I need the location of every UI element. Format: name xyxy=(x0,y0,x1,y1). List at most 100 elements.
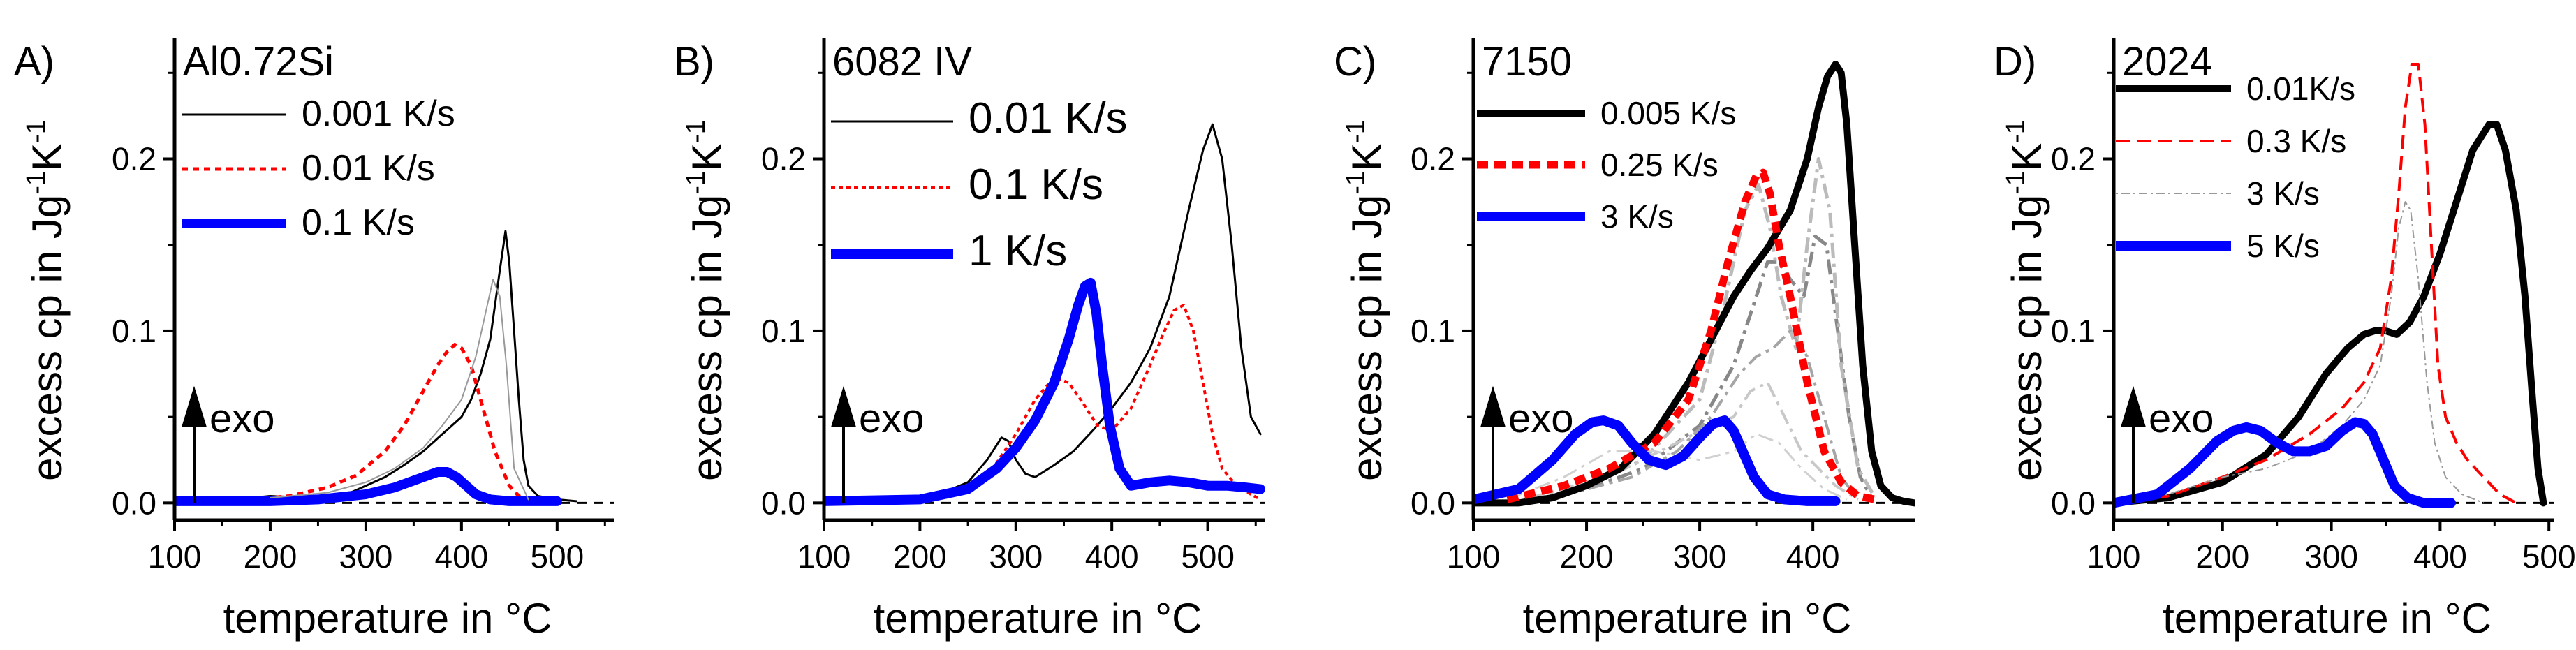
chart-panel-2: B) 6082 IV 100 200 300 400 500 0.0 0.1 0.2 tempera… xyxy=(674,38,1265,642)
x-axis-label: temperature in °C xyxy=(223,595,552,642)
x-tick-label: 500 xyxy=(530,538,584,575)
exo-arrow-icon xyxy=(182,385,207,427)
series-line-1-k-s xyxy=(824,277,1265,506)
chart-title: Al0.72Si xyxy=(183,39,334,84)
series-line-0-01-k-s xyxy=(175,343,538,503)
x-axis-label: temperature in °C xyxy=(2163,595,2492,642)
chart-title: 2024 xyxy=(2122,39,2212,84)
y-label-main: excess cp in Jg xyxy=(684,195,730,481)
y-label-sup: -1 xyxy=(682,119,711,143)
y-axis-label: excess cp in Jg-1K-1 xyxy=(1341,119,1390,481)
series-line-0-1-k-s xyxy=(824,304,1262,503)
y-tick-label: 0.0 xyxy=(761,485,806,521)
y-label-sup: -1 xyxy=(1341,119,1371,143)
legend-label: 3 K/s xyxy=(2246,175,2320,212)
legend-label: 5 K/s xyxy=(2246,228,2320,264)
x-tick-label: 400 xyxy=(434,538,488,575)
exo-arrow-icon xyxy=(831,385,856,427)
y-label-sup: -1 xyxy=(22,171,51,195)
series-line-0-1-k-s xyxy=(175,467,562,506)
y-label-sup: -1 xyxy=(2001,171,2031,195)
legend-label: 1 K/s xyxy=(969,227,1067,275)
y-tick-label: 0.0 xyxy=(112,485,156,521)
y-tick-label: 0.1 xyxy=(2051,313,2096,349)
x-tick-label: 300 xyxy=(339,538,393,575)
x-tick-label: 200 xyxy=(1560,538,1614,575)
legend-label: 0.01 K/s xyxy=(302,148,435,189)
y-label-main: excess cp in Jg xyxy=(2003,195,2050,481)
y-axis-label: excess cp in Jg-1K-1 xyxy=(2001,119,2050,481)
series-line-3-k-s xyxy=(2114,201,2485,504)
y-tick-label: 0.1 xyxy=(1411,313,1455,349)
exo-arrow-icon xyxy=(2121,385,2146,427)
y-label-sup: -1 xyxy=(682,171,711,195)
x-tick-label: 100 xyxy=(797,538,851,575)
y-label-unit: K xyxy=(2003,143,2050,171)
x-tick-label: 200 xyxy=(2195,538,2249,575)
y-label-unit: K xyxy=(684,143,730,171)
series-line-0-25-k-s xyxy=(1506,168,1876,503)
y-tick-label: 0.1 xyxy=(112,313,156,349)
series-line-0-005-k-s xyxy=(1473,61,1915,507)
series-group xyxy=(824,123,1265,506)
legend-label: 0.005 K/s xyxy=(1600,95,1736,131)
x-tick-label: 300 xyxy=(989,538,1043,575)
x-tick-label: 300 xyxy=(1673,538,1727,575)
y-label-main: excess cp in Jg xyxy=(1344,195,1390,481)
series-line-5-k-s xyxy=(2114,417,2456,508)
y-tick-label: 0.1 xyxy=(761,313,806,349)
legend-label: 0.01K/s xyxy=(2246,71,2355,107)
y-label-unit: K xyxy=(1344,143,1390,171)
x-tick-label: 100 xyxy=(2087,538,2141,575)
legend-label: 0.1 K/s xyxy=(302,202,415,243)
chart-panel-3: C) 7150 100 200 300 400 0.0 0.1 0.2 temperature i… xyxy=(1334,38,1915,642)
y-tick-label: 0.2 xyxy=(112,141,156,177)
chart-panel-1: A) Al0.72Si 100 200 300 400 500 0.0 0.1 0.2 temper… xyxy=(14,38,614,642)
exo-label: exo xyxy=(859,396,925,441)
panel-label: D) xyxy=(1994,39,2036,84)
panel-label: A) xyxy=(14,39,54,84)
series-line-gray-dashdot-3 xyxy=(1529,381,1860,501)
series-group xyxy=(175,230,577,506)
y-tick-label: 0.2 xyxy=(1411,141,1455,177)
series-line-gray-dashdot-2 xyxy=(1529,157,1877,501)
exo-arrow-icon xyxy=(1480,385,1506,427)
exo-label: exo xyxy=(1508,396,1574,441)
legend-label: 0.01 K/s xyxy=(969,94,1127,142)
x-tick-label: 100 xyxy=(1447,538,1501,575)
x-tick-label: 200 xyxy=(893,538,947,575)
y-label-sup: -1 xyxy=(2001,119,2031,143)
exo-label: exo xyxy=(209,396,275,441)
chart-title: 6082 IV xyxy=(832,39,972,84)
y-axis-label: excess cp in Jg-1K-1 xyxy=(22,119,71,481)
x-tick-label: 100 xyxy=(148,538,202,575)
panel-label: C) xyxy=(1334,39,1376,84)
y-label-main: excess cp in Jg xyxy=(24,195,71,481)
series-line-0-3-k-s xyxy=(2114,63,2517,505)
legend-label: 0.1 K/s xyxy=(969,161,1103,209)
series-line-gray xyxy=(270,279,529,501)
exo-label: exo xyxy=(2149,396,2214,441)
series-line-0-001-k-s xyxy=(175,230,577,503)
x-axis-label: temperature in °C xyxy=(874,595,1202,642)
y-tick-label: 0.2 xyxy=(2051,141,2096,177)
series-group xyxy=(1473,61,1915,507)
x-tick-label: 500 xyxy=(1181,538,1235,575)
y-label-sup: -1 xyxy=(1341,171,1371,195)
y-label-sup: -1 xyxy=(22,119,51,143)
legend-label: 3 K/s xyxy=(1600,198,1674,235)
x-tick-label: 200 xyxy=(244,538,297,575)
y-label-unit: K xyxy=(24,143,71,171)
y-axis-label: excess cp in Jg-1K-1 xyxy=(682,119,730,481)
x-tick-label: 500 xyxy=(2522,538,2576,575)
series-group xyxy=(2114,63,2547,508)
series-line-gray-dashdot-4 xyxy=(1529,329,1860,501)
legend-label: 0.3 K/s xyxy=(2246,123,2346,159)
series-line-0-01-k-s xyxy=(824,123,1262,503)
x-tick-label: 400 xyxy=(2413,538,2467,575)
x-axis-label: temperature in °C xyxy=(1523,595,1852,642)
series-line-gray-dashdot-5 xyxy=(1507,433,1848,501)
y-tick-label: 0.0 xyxy=(2051,485,2096,521)
series-line-3-k-s xyxy=(1473,415,1841,506)
